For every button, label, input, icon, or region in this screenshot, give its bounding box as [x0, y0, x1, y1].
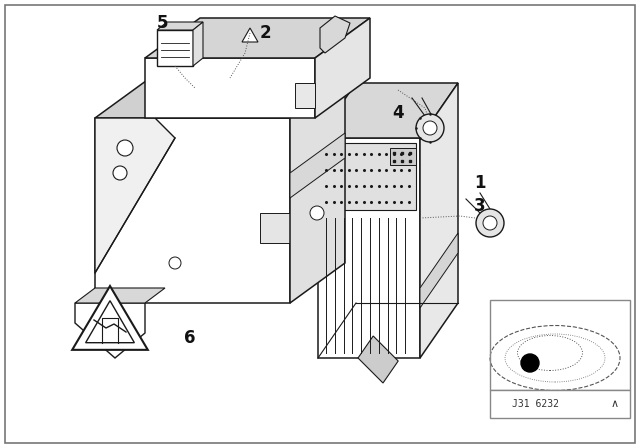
- Text: 2: 2: [259, 24, 271, 42]
- Text: 6: 6: [184, 329, 196, 347]
- Circle shape: [423, 121, 437, 135]
- Text: 5: 5: [157, 14, 169, 32]
- Polygon shape: [315, 18, 370, 118]
- Ellipse shape: [490, 326, 620, 391]
- Text: 1: 1: [474, 174, 486, 192]
- Polygon shape: [95, 78, 345, 118]
- Bar: [490, 390, 630, 418]
- Polygon shape: [420, 233, 458, 308]
- Polygon shape: [320, 16, 350, 53]
- Polygon shape: [75, 288, 165, 303]
- Circle shape: [476, 209, 504, 237]
- Polygon shape: [75, 303, 145, 358]
- Polygon shape: [322, 143, 416, 210]
- Polygon shape: [358, 336, 398, 383]
- Polygon shape: [145, 58, 315, 118]
- Text: 3: 3: [474, 197, 486, 215]
- Polygon shape: [318, 83, 458, 138]
- Circle shape: [96, 316, 114, 334]
- Circle shape: [113, 166, 127, 180]
- Circle shape: [117, 140, 133, 156]
- Polygon shape: [290, 133, 345, 198]
- Circle shape: [416, 114, 444, 142]
- Polygon shape: [157, 30, 193, 66]
- Polygon shape: [390, 148, 416, 165]
- Ellipse shape: [505, 334, 605, 382]
- Polygon shape: [72, 286, 148, 350]
- Text: ∧: ∧: [611, 399, 619, 409]
- Polygon shape: [145, 18, 370, 58]
- Bar: [490, 300, 630, 390]
- Polygon shape: [260, 213, 290, 243]
- Polygon shape: [86, 301, 134, 343]
- Polygon shape: [290, 78, 345, 303]
- Circle shape: [169, 257, 181, 269]
- Polygon shape: [95, 118, 290, 303]
- Polygon shape: [157, 22, 203, 30]
- Circle shape: [521, 354, 539, 372]
- Text: J31 6232: J31 6232: [511, 399, 559, 409]
- Text: 4: 4: [392, 104, 404, 122]
- Circle shape: [483, 216, 497, 230]
- Polygon shape: [95, 118, 175, 273]
- Polygon shape: [318, 138, 420, 358]
- Polygon shape: [295, 83, 315, 108]
- Circle shape: [310, 206, 324, 220]
- Polygon shape: [242, 28, 258, 42]
- Polygon shape: [193, 22, 203, 66]
- Polygon shape: [420, 83, 458, 358]
